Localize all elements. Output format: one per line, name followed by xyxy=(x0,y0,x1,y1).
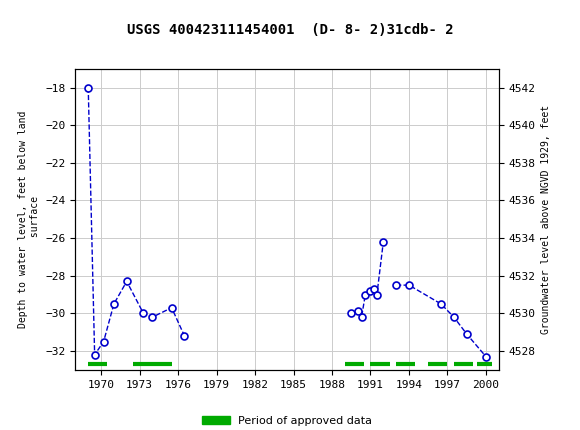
Legend: Period of approved data: Period of approved data xyxy=(197,412,377,430)
Y-axis label: Depth to water level, feet below land
 surface: Depth to water level, feet below land su… xyxy=(19,111,40,328)
Y-axis label: Groundwater level above NGVD 1929, feet: Groundwater level above NGVD 1929, feet xyxy=(541,105,551,334)
Text: USGS 400423111454001  (D- 8- 2)31cdb- 2: USGS 400423111454001 (D- 8- 2)31cdb- 2 xyxy=(126,22,454,37)
Text: ≡USGS: ≡USGS xyxy=(12,16,70,35)
